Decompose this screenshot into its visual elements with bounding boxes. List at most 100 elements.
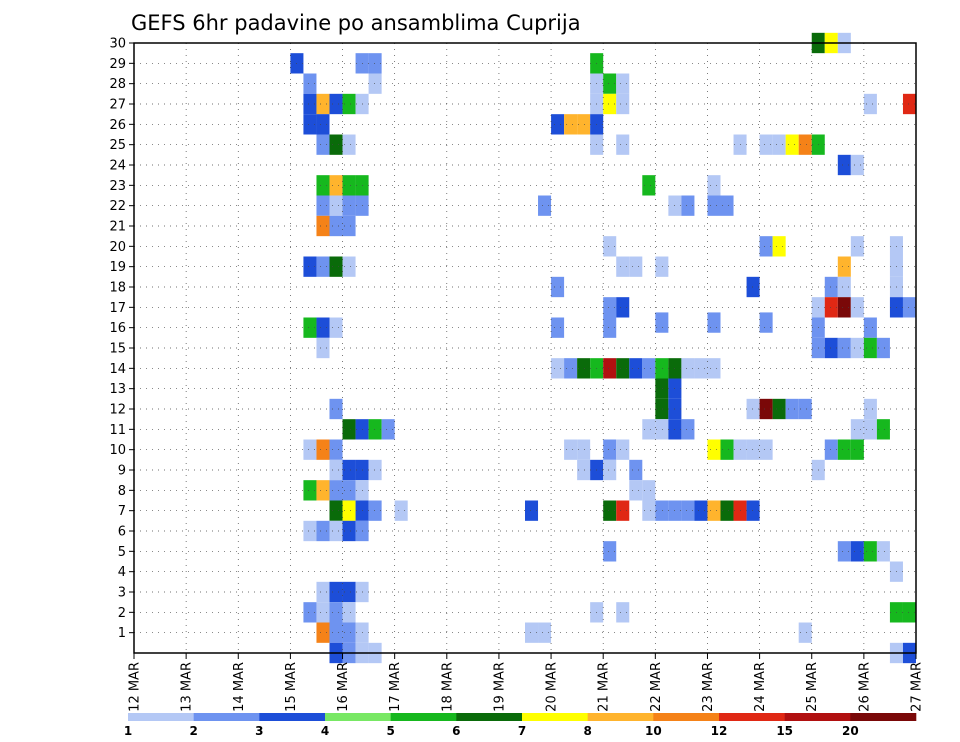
precip-cell <box>603 236 617 257</box>
precip-cell <box>772 398 786 420</box>
precip-cell <box>850 236 864 257</box>
precip-cell <box>863 317 877 338</box>
precip-cell <box>681 195 695 216</box>
chart-title: GEFS 6hr padavine po ansamblima Cuprija <box>131 11 581 35</box>
precip-cell <box>785 134 799 155</box>
x-tick-label: 24 MAR <box>753 662 768 712</box>
precip-cell <box>329 134 343 155</box>
precip-cell <box>616 256 630 277</box>
precip-cell <box>837 337 851 359</box>
colorbar-swatch <box>259 713 326 721</box>
precip-cell <box>329 256 343 277</box>
y-tick-label: 15 <box>109 342 126 357</box>
precip-cell <box>342 602 356 623</box>
precip-cell <box>303 317 317 338</box>
precip-cell <box>759 312 773 333</box>
precip-cell <box>577 358 591 379</box>
precip-cell <box>902 602 916 623</box>
precip-cell <box>681 358 695 379</box>
y-tick-label: 28 <box>109 77 126 92</box>
precip-cell <box>316 520 330 542</box>
precip-cell <box>394 500 408 521</box>
precip-cell <box>759 398 773 420</box>
precip-cell <box>342 622 356 643</box>
precip-cell <box>316 215 330 237</box>
precip-cell <box>655 256 669 277</box>
precip-cell <box>798 134 812 155</box>
precip-cell <box>381 419 395 440</box>
precip-cell <box>577 114 591 135</box>
precip-cell <box>577 459 591 481</box>
y-tick-label: 8 <box>118 484 126 499</box>
precip-cell <box>616 297 630 318</box>
y-tick-label: 4 <box>118 565 126 580</box>
y-tick-label: 7 <box>118 504 126 519</box>
precip-cell <box>655 398 669 420</box>
precip-cell <box>368 73 382 94</box>
precip-cell <box>316 195 330 216</box>
precip-cell <box>694 500 708 521</box>
precip-cell <box>603 93 617 115</box>
precip-cell <box>720 195 734 216</box>
colorbar-label: 5 <box>386 724 394 738</box>
x-tick-label: 19 MAR <box>492 662 507 712</box>
precip-cell <box>551 358 565 379</box>
precip-cell <box>850 297 864 318</box>
precip-cell <box>642 419 656 440</box>
colorbar-label: 7 <box>518 724 526 738</box>
precip-cell <box>824 276 838 298</box>
precip-cell <box>759 439 773 460</box>
precip-cell <box>746 276 760 298</box>
colorbar-label: 1 <box>124 724 132 738</box>
precip-cell <box>342 175 356 196</box>
precip-cell <box>603 297 617 318</box>
colorbar-label: 2 <box>189 724 197 738</box>
precip-cell <box>837 439 851 460</box>
precip-cell <box>342 256 356 277</box>
x-tick-label: 14 MAR <box>232 662 247 712</box>
precip-cell <box>342 419 356 440</box>
precip-cell <box>707 358 721 379</box>
precip-cell <box>538 622 552 643</box>
precip-cell <box>342 93 356 115</box>
precip-cell <box>616 500 630 521</box>
precip-cell <box>876 337 890 359</box>
precip-cell <box>551 114 565 135</box>
precip-cell <box>707 195 721 216</box>
precip-cell <box>329 622 343 643</box>
precip-cell <box>303 114 317 135</box>
precip-cell <box>759 134 773 155</box>
precip-cell <box>538 195 552 216</box>
precip-cell <box>329 459 343 481</box>
precip-cell <box>577 439 591 460</box>
precip-cell <box>629 480 643 501</box>
y-tick-label: 10 <box>109 443 126 458</box>
precip-cell <box>316 317 330 338</box>
precip-cell <box>342 215 356 237</box>
precip-cell <box>850 439 864 460</box>
precip-cell <box>603 459 617 481</box>
precip-cell <box>655 358 669 379</box>
precip-cell <box>603 358 617 379</box>
y-tick-label: 26 <box>109 118 126 133</box>
precip-cell <box>564 439 578 460</box>
precip-cell <box>316 114 330 135</box>
colorbar-swatch <box>784 713 851 721</box>
precip-cell <box>616 358 630 379</box>
y-tick-label: 17 <box>109 301 126 316</box>
colorbar-label: 20 <box>842 724 859 738</box>
y-tick-label: 21 <box>109 220 126 235</box>
colorbar-swatch <box>719 713 785 721</box>
precip-cell <box>316 581 330 603</box>
precip-cell <box>603 317 617 338</box>
colorbar-swatch <box>587 713 654 721</box>
precip-cell <box>316 134 330 155</box>
precip-cell <box>837 256 851 277</box>
colorbar-label: 4 <box>321 724 329 738</box>
precip-cell <box>720 439 734 460</box>
y-tick-label: 18 <box>109 281 126 296</box>
precip-cell <box>876 541 890 562</box>
colorbar-label: 8 <box>583 724 591 738</box>
precip-cell <box>655 419 669 440</box>
precip-cell <box>655 378 669 399</box>
